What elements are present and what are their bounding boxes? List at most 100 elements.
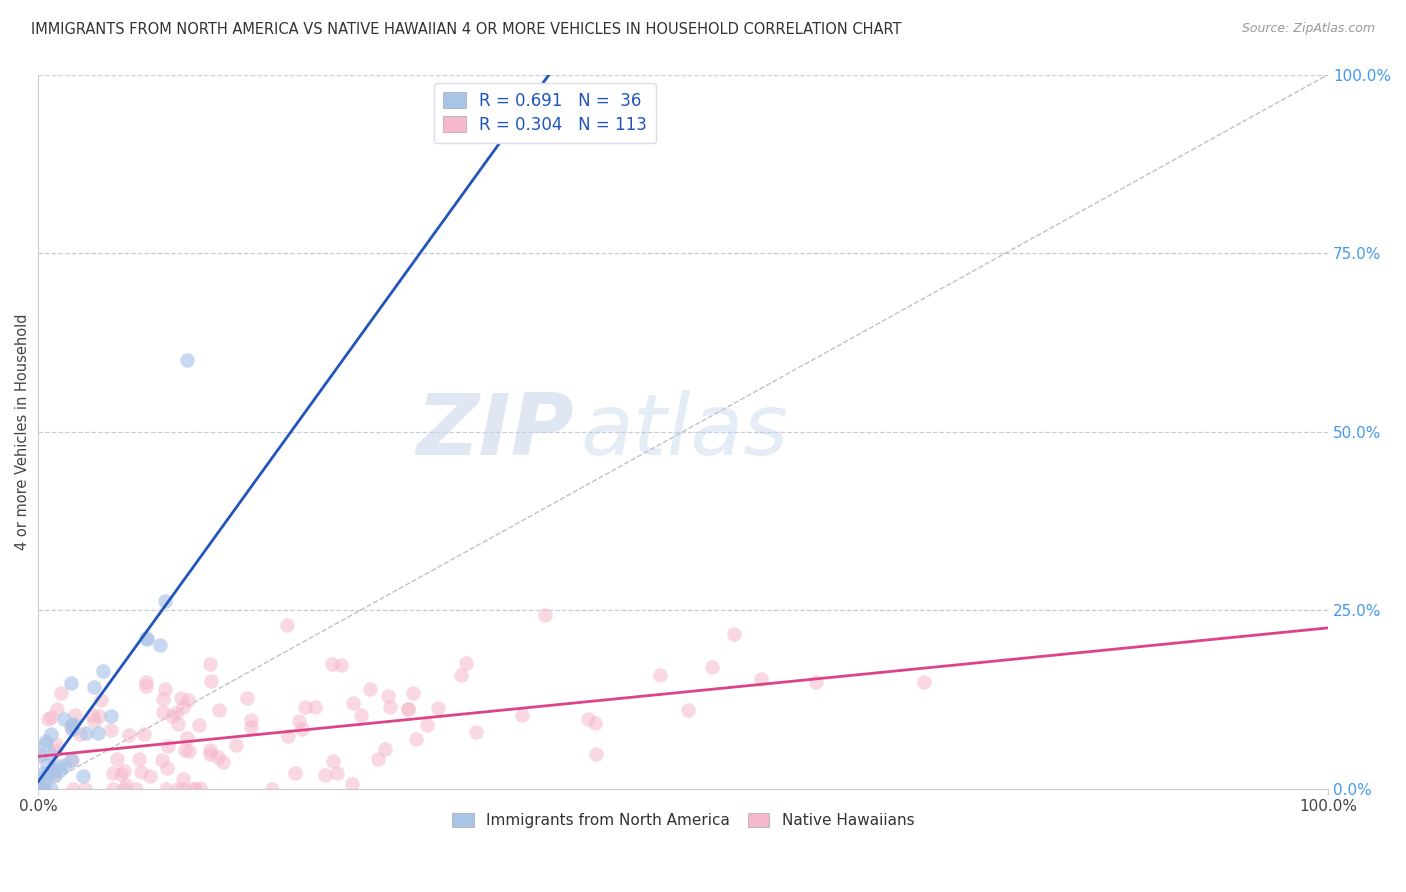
Point: [87, 726, 110, 740]
Point: [34, 766, 56, 780]
Point: [136, 632, 159, 647]
Point: [225, 738, 247, 752]
Point: [162, 708, 184, 723]
Point: [91, 664, 114, 678]
Point: [60, 676, 83, 690]
Point: [304, 700, 326, 714]
Point: [184, 781, 207, 796]
Point: [207, 749, 229, 764]
Point: [69, 727, 91, 741]
Text: Source: ZipAtlas.com: Source: ZipAtlas.com: [1241, 22, 1375, 36]
Point: [676, 703, 699, 717]
Point: [30, 781, 52, 796]
Point: [198, 747, 221, 761]
Point: [294, 700, 316, 714]
Point: [41, 761, 63, 775]
Point: [260, 781, 283, 796]
Point: [45, 702, 67, 716]
Point: [53, 712, 76, 726]
Point: [170, 781, 193, 796]
Point: [60, 718, 83, 732]
Point: [153, 593, 176, 607]
Point: [212, 755, 235, 769]
Point: [585, 747, 607, 762]
Point: [534, 608, 557, 623]
Point: [167, 781, 190, 796]
Point: [34, 772, 56, 787]
Point: [326, 766, 349, 780]
Point: [135, 631, 157, 645]
Point: [173, 743, 195, 757]
Point: [583, 716, 606, 731]
Point: [291, 722, 314, 736]
Point: [806, 675, 828, 690]
Point: [83, 714, 105, 728]
Point: [125, 781, 148, 796]
Point: [100, 723, 122, 738]
Point: [37, 712, 59, 726]
Point: [454, 656, 477, 670]
Point: [132, 727, 155, 741]
Point: [401, 686, 423, 700]
Point: [912, 674, 935, 689]
Point: [367, 752, 389, 766]
Point: [198, 743, 221, 757]
Point: [138, 769, 160, 783]
Point: [100, 708, 122, 723]
Point: [129, 765, 152, 780]
Point: [167, 716, 190, 731]
Point: [80, 707, 103, 722]
Point: [576, 712, 599, 726]
Point: [378, 699, 401, 714]
Legend: Immigrants from North America, Native Hawaiians: Immigrants from North America, Native Ha…: [446, 806, 921, 834]
Point: [135, 674, 157, 689]
Point: [39, 747, 62, 762]
Point: [114, 778, 136, 792]
Point: [236, 691, 259, 706]
Point: [329, 657, 352, 672]
Point: [112, 764, 135, 778]
Point: [87, 709, 110, 723]
Point: [276, 618, 298, 632]
Point: [396, 702, 419, 716]
Point: [723, 626, 745, 640]
Point: [75, 725, 97, 739]
Point: [172, 772, 194, 787]
Point: [83, 680, 105, 694]
Y-axis label: 4 or more Vehicles in Household: 4 or more Vehicles in Household: [15, 313, 30, 549]
Point: [342, 696, 364, 710]
Point: [322, 755, 344, 769]
Point: [62, 717, 84, 731]
Point: [240, 720, 263, 734]
Point: [208, 702, 231, 716]
Point: [165, 706, 187, 720]
Point: [405, 732, 427, 747]
Point: [72, 769, 94, 783]
Point: [34, 737, 56, 751]
Point: [60, 723, 83, 737]
Point: [49, 686, 72, 700]
Point: [156, 761, 179, 775]
Point: [200, 657, 222, 672]
Point: [28, 780, 51, 795]
Point: [150, 753, 173, 767]
Point: [200, 674, 222, 689]
Point: [177, 743, 200, 757]
Point: [340, 777, 363, 791]
Point: [103, 781, 125, 796]
Point: [427, 701, 450, 715]
Point: [62, 781, 84, 796]
Point: [30, 747, 52, 762]
Point: [176, 731, 198, 745]
Point: [149, 638, 172, 652]
Point: [749, 672, 772, 686]
Point: [321, 657, 343, 672]
Point: [105, 752, 128, 766]
Point: [49, 764, 72, 778]
Point: [153, 682, 176, 697]
Point: [28, 749, 51, 764]
Point: [377, 690, 399, 704]
Point: [45, 737, 67, 751]
Point: [32, 781, 55, 796]
Point: [396, 702, 419, 716]
